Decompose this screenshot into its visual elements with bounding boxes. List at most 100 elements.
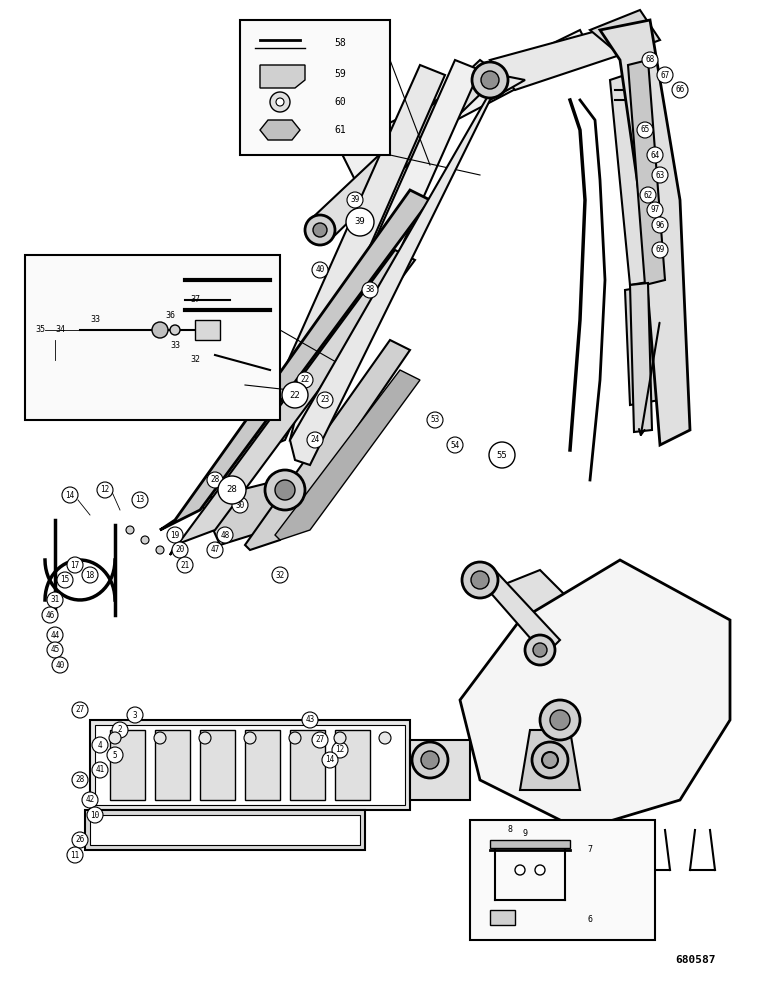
Circle shape [322,752,338,768]
Text: 680587: 680587 [675,955,715,965]
Circle shape [642,52,658,68]
Bar [90,720,410,810]
Circle shape [362,282,378,298]
Text: 67: 67 [660,70,669,80]
Circle shape [47,627,63,643]
Text: 22: 22 [300,375,310,384]
Circle shape [305,215,335,245]
Circle shape [412,742,448,778]
Polygon shape [630,283,652,432]
Text: 40: 40 [316,265,324,274]
Text: 14: 14 [325,756,334,764]
Circle shape [525,635,555,665]
Text: 7: 7 [587,846,592,854]
Text: 42: 42 [86,796,95,804]
Circle shape [533,643,547,657]
Polygon shape [625,285,660,405]
Text: 32: 32 [276,570,285,580]
Circle shape [272,567,288,583]
Circle shape [217,527,233,543]
Bar [200,730,235,800]
Circle shape [637,122,653,138]
Polygon shape [290,60,480,440]
Polygon shape [460,560,730,830]
Polygon shape [590,10,660,55]
Circle shape [47,642,63,658]
Polygon shape [610,70,660,285]
Polygon shape [275,370,420,540]
Text: 62: 62 [643,190,652,200]
Bar [110,730,145,800]
Text: 68: 68 [645,55,655,64]
Circle shape [489,442,515,468]
Text: 38: 38 [365,286,374,294]
Bar [410,740,470,800]
Circle shape [87,807,103,823]
Text: 12: 12 [100,486,110,494]
Text: 96: 96 [655,221,665,230]
Text: 61: 61 [334,125,346,135]
Text: 2: 2 [117,726,122,734]
Circle shape [472,62,508,98]
Circle shape [52,657,68,673]
Circle shape [141,536,149,544]
Circle shape [647,147,663,163]
Circle shape [126,526,134,534]
Text: 13: 13 [135,495,144,504]
Text: 12: 12 [335,746,344,754]
Polygon shape [490,570,600,660]
Text: 65: 65 [641,125,649,134]
Text: 5: 5 [113,750,117,760]
Bar [155,730,190,800]
Text: 4: 4 [98,740,103,750]
Polygon shape [600,20,690,445]
Text: 43: 43 [306,716,315,724]
Circle shape [652,167,668,183]
Circle shape [47,592,63,608]
Circle shape [640,187,656,203]
Circle shape [313,223,327,237]
Text: 24: 24 [310,436,320,444]
Circle shape [167,527,183,543]
Circle shape [540,700,580,740]
Polygon shape [520,730,580,790]
Circle shape [67,557,83,573]
Text: 15: 15 [60,576,69,584]
Text: 45: 45 [50,646,59,654]
Text: 33: 33 [170,340,180,350]
Polygon shape [490,30,620,90]
Circle shape [421,751,439,769]
Text: 60: 60 [334,97,346,107]
Text: 18: 18 [86,570,95,580]
Circle shape [218,476,246,504]
Text: 21: 21 [181,560,190,570]
Circle shape [199,732,211,744]
Text: 23: 23 [320,395,330,404]
Text: 30: 30 [235,500,245,510]
Circle shape [222,482,238,498]
Circle shape [82,792,98,808]
Text: 36: 36 [165,310,175,320]
Circle shape [462,562,498,598]
Text: 20: 20 [175,546,185,554]
Text: 28: 28 [227,486,237,494]
Circle shape [332,742,348,758]
Text: 53: 53 [430,416,439,424]
Text: 35: 35 [35,326,45,334]
Text: 39: 39 [354,218,365,227]
Text: 40: 40 [56,660,65,670]
Text: 47: 47 [211,546,219,554]
Circle shape [97,482,113,498]
Circle shape [172,542,188,558]
Circle shape [307,432,323,448]
Text: 39: 39 [350,196,360,205]
Polygon shape [245,340,410,550]
Bar [195,320,220,340]
Circle shape [62,487,78,503]
Bar [490,840,570,848]
Text: 46: 46 [46,610,55,619]
Text: 8: 8 [507,826,513,834]
Circle shape [109,732,121,744]
Circle shape [515,865,525,875]
Text: 44: 44 [50,631,59,640]
